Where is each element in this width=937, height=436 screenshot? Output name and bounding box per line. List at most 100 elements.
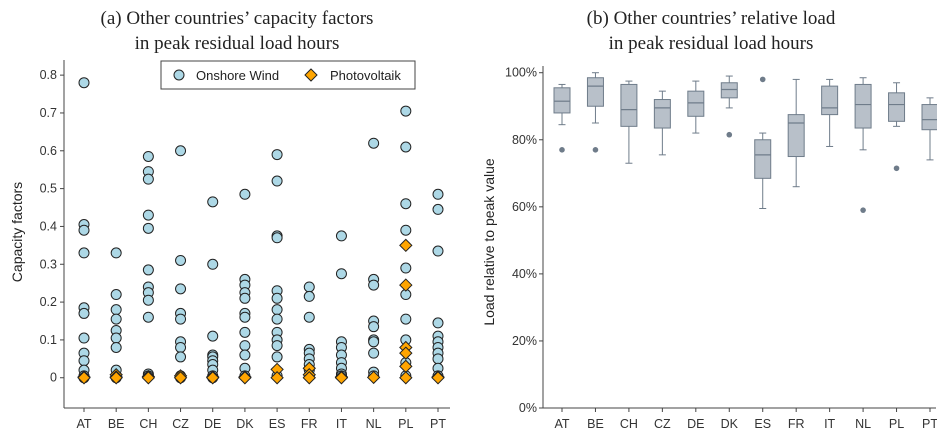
box-iqr bbox=[821, 85, 839, 116]
legend-wind-label: Onshore Wind bbox=[196, 68, 279, 83]
box-nl bbox=[854, 77, 872, 213]
box-iqr bbox=[754, 139, 772, 179]
wind-point bbox=[239, 349, 251, 361]
panel-b-xtick-label: PT bbox=[922, 417, 937, 431]
panel-b-xtick-label: FR bbox=[788, 417, 805, 431]
panel-b-xtick-label: CZ bbox=[654, 417, 671, 431]
panel-b-marks bbox=[553, 72, 937, 213]
panel-a-xtick-label: IT bbox=[336, 417, 347, 431]
wind-point bbox=[432, 188, 444, 200]
wind-point bbox=[400, 224, 412, 236]
wind-point bbox=[110, 332, 122, 344]
panel-a-xtick-label: NL bbox=[366, 417, 382, 431]
wind-point bbox=[207, 258, 219, 270]
wind-point bbox=[271, 232, 283, 244]
panel-b-ytick-label: 60% bbox=[512, 200, 537, 214]
wind-point bbox=[78, 247, 90, 259]
box-cz bbox=[653, 90, 671, 156]
box-iqr bbox=[787, 114, 805, 158]
panel-b-xtick-label: NL bbox=[855, 417, 871, 431]
box-dk bbox=[720, 75, 738, 138]
wind-point bbox=[432, 353, 444, 365]
panel-a-ytick-label: 0.3 bbox=[40, 257, 57, 271]
panel-b-axes: 0% 20% 40% 60% 80% 100% AT BE CH CZ DE DK ES FR IT NL PL… bbox=[505, 66, 937, 431]
pv-point bbox=[399, 346, 413, 360]
panel-b-ytick-label: 100% bbox=[505, 66, 537, 80]
pv-point bbox=[173, 371, 188, 385]
panel-b-ytick-label: 0% bbox=[519, 401, 537, 415]
wind-point bbox=[175, 313, 187, 325]
box-iqr bbox=[653, 99, 671, 129]
wind-point bbox=[207, 330, 219, 342]
wind-point bbox=[303, 281, 315, 293]
panel-a-ytick-label: 0.8 bbox=[40, 68, 57, 82]
pv-point bbox=[206, 371, 220, 385]
panel-b-title-line2: in peak residual load hours bbox=[609, 33, 814, 54]
panel-a-xtick-label: AT bbox=[76, 417, 91, 431]
pv-point bbox=[399, 278, 413, 292]
panel-b-ytick-label: 80% bbox=[512, 133, 537, 147]
wind-point bbox=[142, 173, 154, 185]
wind-point bbox=[175, 283, 187, 295]
panel-a-ytick-label: 0.2 bbox=[40, 295, 57, 309]
wind-point bbox=[271, 149, 283, 161]
panel-a-xtick-label: FR bbox=[301, 417, 318, 431]
pv-point bbox=[399, 371, 413, 385]
panel-a-xtick-label: PT bbox=[430, 417, 446, 431]
wind-point bbox=[78, 307, 90, 319]
wind-point bbox=[110, 304, 122, 316]
panel-b-ytick-label: 40% bbox=[512, 267, 537, 281]
outlier-point bbox=[860, 207, 866, 213]
panel-b-xtick-label: DK bbox=[721, 417, 739, 431]
box-pt bbox=[921, 97, 937, 161]
wind-point bbox=[175, 341, 187, 353]
wind-point bbox=[78, 224, 90, 236]
box-at bbox=[553, 83, 571, 153]
wind-point bbox=[271, 351, 283, 363]
wind-point bbox=[110, 289, 122, 301]
pv-point bbox=[399, 238, 413, 253]
outlier-point bbox=[893, 165, 900, 172]
wind-point bbox=[78, 332, 90, 344]
wind-point bbox=[432, 203, 444, 215]
panel-b-xtick-label: IT bbox=[824, 417, 835, 431]
panel-a-ytick-label: 0 bbox=[50, 371, 57, 385]
panel-a-ytick-label: 0.1 bbox=[40, 333, 57, 347]
wind-point bbox=[432, 317, 444, 329]
panel-b-xtick-label: BE bbox=[587, 417, 604, 431]
wind-point bbox=[271, 313, 283, 325]
pv-point bbox=[334, 371, 349, 385]
outlier-point bbox=[726, 131, 733, 138]
wind-point bbox=[432, 245, 444, 257]
wind-point bbox=[303, 311, 315, 323]
wind-point bbox=[110, 247, 122, 259]
panel-a-ylabel: Capacity factors bbox=[9, 182, 25, 282]
wind-point bbox=[142, 222, 154, 234]
wind-point bbox=[239, 292, 251, 304]
panel-b-title-line1: (b) Other countries’ relative load bbox=[587, 8, 836, 29]
wind-point bbox=[142, 294, 154, 306]
box-iqr bbox=[586, 77, 604, 107]
panel-a-legend: Onshore Wind Photovoltaik bbox=[160, 60, 416, 90]
wind-point bbox=[400, 105, 412, 117]
wind-point bbox=[271, 304, 283, 316]
panel-b-xtick-label: PL bbox=[889, 417, 904, 431]
outlier-point bbox=[759, 76, 766, 83]
wind-point bbox=[400, 198, 412, 210]
pv-point bbox=[238, 371, 252, 385]
wind-point bbox=[271, 175, 283, 187]
box-it bbox=[821, 78, 839, 147]
box-iqr bbox=[921, 104, 937, 131]
wind-point bbox=[239, 188, 251, 200]
panel-b-box-plot: 0% 20% 40% 60% 80% 100% AT BE CH CZ DE DK ES FR IT NL PL… bbox=[505, 66, 937, 431]
wind-point bbox=[239, 311, 251, 323]
wind-point bbox=[78, 77, 90, 89]
wind-point bbox=[335, 230, 347, 242]
wind-point bbox=[78, 355, 90, 367]
panel-a-title-line2: in peak residual load hours bbox=[135, 33, 340, 54]
pv-point bbox=[77, 371, 91, 385]
wind-point bbox=[175, 254, 187, 266]
wind-point bbox=[175, 145, 187, 157]
panel-a-xtick-label: DK bbox=[236, 417, 254, 431]
